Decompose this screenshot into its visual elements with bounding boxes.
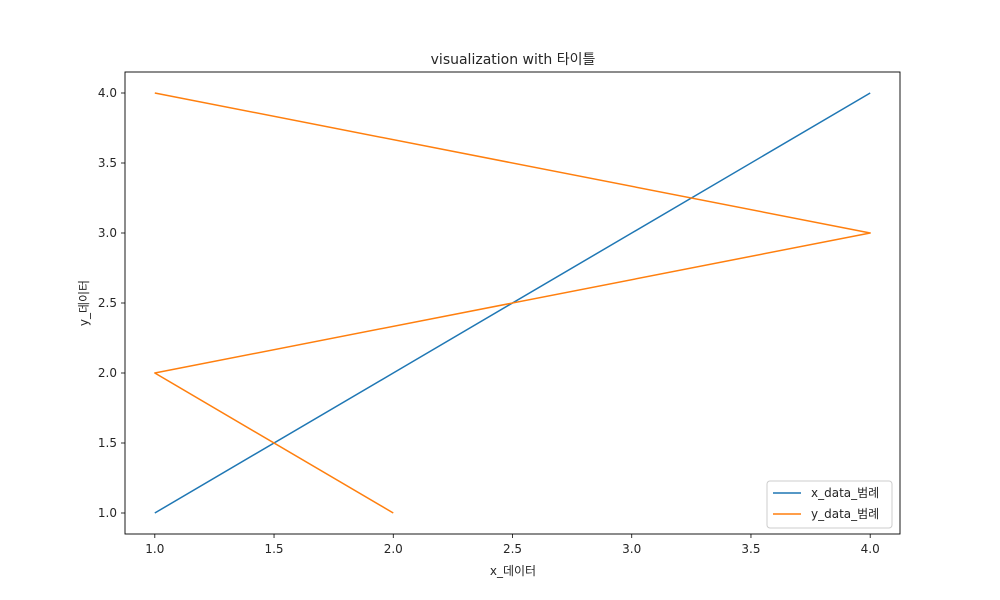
y-axis-label: y_데이터 [77, 280, 91, 326]
x-tick-label: 3.0 [622, 542, 641, 556]
x-tick-label: 2.5 [503, 542, 522, 556]
y-tick-label: 1.5 [98, 436, 117, 450]
chart-title: visualization with 타이틀 [431, 52, 596, 68]
x-axis-ticks: 1.0 1.5 2.0 2.5 3.0 3.5 4.0 [145, 534, 880, 556]
legend: x_data_범례 y_data_범례 [766, 480, 893, 529]
x-tick-label: 4.0 [861, 542, 880, 556]
x-axis-label: x_데이터 [490, 564, 536, 578]
series-layer [154, 92, 871, 514]
x-tick-label: 1.5 [264, 542, 283, 556]
y-tick-label: 2.0 [98, 366, 117, 380]
legend-label-y-data: y_data_범례 [811, 507, 879, 521]
x-tick-label: 2.0 [384, 542, 403, 556]
series-line-1 [154, 92, 871, 514]
y-tick-label: 1.0 [98, 506, 117, 520]
y-tick-label: 3.0 [98, 226, 117, 240]
x-tick-label: 3.5 [741, 542, 760, 556]
y-tick-label: 3.5 [98, 156, 117, 170]
y-tick-label: 4.0 [98, 86, 117, 100]
y-axis-ticks: 1.0 1.5 2.0 2.5 3.0 3.5 4.0 [98, 86, 125, 520]
legend-label-x-data: x_data_범례 [811, 486, 879, 500]
x-tick-label: 1.0 [145, 542, 164, 556]
y-tick-label: 2.5 [98, 296, 117, 310]
